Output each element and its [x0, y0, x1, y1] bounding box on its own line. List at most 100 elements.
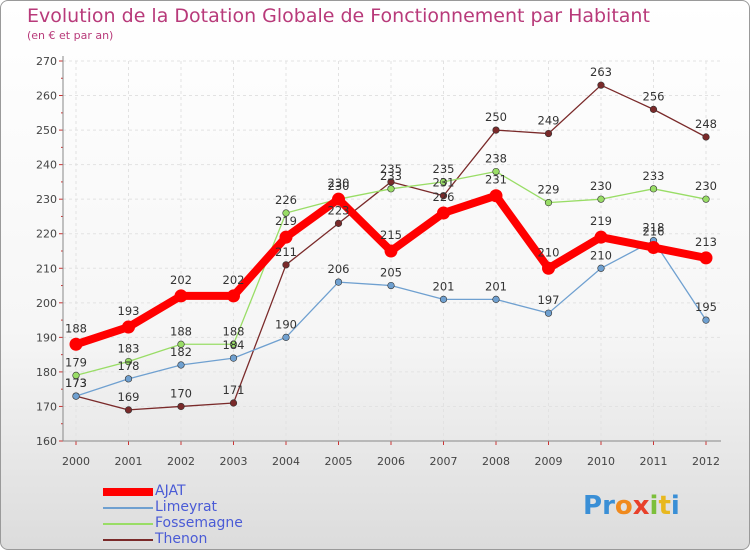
data-label-thenon-2006: 235: [380, 162, 402, 176]
data-label-thenon-2011: 256: [643, 89, 665, 103]
data-label-limeyrat-2004: 190: [275, 317, 297, 331]
data-label-thenon-2008: 250: [485, 110, 507, 124]
point-ajat-2000: [69, 337, 83, 351]
point-thenon-2011: [649, 105, 658, 113]
point-fossemagne-2010: [597, 195, 605, 203]
legend-label-limeyrat: Limeyrat: [155, 499, 218, 515]
data-label-ajat-2005: 230: [328, 176, 350, 190]
data-label-ajat-2000: 188: [65, 321, 87, 335]
data-label-thenon-2002: 170: [170, 386, 192, 400]
point-limeyrat-2007: [439, 295, 448, 303]
data-label-limeyrat-2011: 218: [643, 221, 665, 235]
point-limeyrat-2001: [124, 375, 133, 383]
data-label-thenon-2004: 211: [275, 245, 297, 259]
x-tick-label-2008: 2008: [482, 455, 510, 468]
data-label-fossemagne-2005: 230: [328, 179, 350, 193]
data-label-fossemagne-2008: 238: [485, 152, 507, 166]
x-tick-label-2000: 2000: [62, 455, 90, 468]
point-ajat-2002: [174, 289, 188, 303]
point-thenon-2008: [492, 126, 500, 134]
point-fossemagne-2004: [282, 209, 290, 217]
point-thenon-2002: [177, 402, 185, 411]
data-label-thenon-2009: 249: [538, 114, 560, 128]
data-label-ajat-2001: 193: [118, 304, 140, 318]
logo-letter: x: [632, 491, 650, 521]
y-tick-label-260: 260: [36, 90, 57, 103]
data-label-thenon-2001: 169: [118, 390, 140, 404]
data-label-ajat-2008: 231: [485, 173, 507, 187]
chart-title: Evolution de la Dotation Globale de Fonc…: [27, 5, 650, 27]
data-label-limeyrat-2012: 195: [695, 300, 717, 314]
point-limeyrat-2009: [544, 309, 553, 317]
chart-subtitle: (en € et par an): [27, 29, 114, 42]
x-tick-label-2007: 2007: [430, 455, 458, 468]
x-tick-label-2004: 2004: [272, 455, 300, 468]
y-tick-label-200: 200: [36, 297, 57, 310]
point-ajat-2005: [332, 192, 345, 206]
data-label-thenon-2012: 248: [695, 117, 717, 131]
point-thenon-2007: [439, 192, 448, 200]
data-label-fossemagne-2006: 233: [380, 169, 402, 183]
point-fossemagne-2000: [72, 371, 80, 379]
point-limeyrat-2006: [387, 281, 395, 290]
x-tick-label-2011: 2011: [640, 455, 668, 468]
logo-letter: i: [670, 491, 680, 521]
point-ajat-2003: [227, 289, 240, 303]
y-tick-label-240: 240: [36, 159, 57, 172]
series-line-limeyrat: [75, 239, 707, 397]
y-tick-label-180: 180: [36, 366, 57, 379]
point-fossemagne-2012: [702, 195, 710, 203]
point-thenon-2006: [387, 178, 395, 186]
logo-letter: P: [583, 491, 603, 521]
point-thenon-2005: [334, 219, 343, 227]
data-label-ajat-2004: 219: [275, 214, 297, 228]
point-limeyrat-2010: [597, 264, 605, 272]
legend-swatch-fossemagne: [103, 523, 153, 525]
axes: 160 170 180 190 200 210 220 230 240 250 260 270 2000…: [36, 55, 721, 468]
data-label-thenon-2003: 171: [223, 383, 245, 397]
point-thenon-2009: [544, 129, 553, 138]
data-label-limeyrat-2009: 197: [538, 293, 560, 307]
data-label-fossemagne-2001: 183: [118, 342, 140, 356]
data-label-fossemagne-2000: 179: [65, 355, 87, 369]
point-ajat-2010: [594, 230, 608, 244]
data-label-fossemagne-2004: 226: [275, 193, 297, 207]
point-thenon-2004: [282, 261, 290, 269]
point-fossemagne-2003: [229, 340, 238, 348]
point-ajat-2008: [489, 189, 503, 203]
data-label-ajat-2010: 219: [590, 214, 612, 228]
legend-label-fossemagne: Fossemagne: [155, 515, 243, 531]
point-limeyrat-2008: [492, 295, 500, 303]
data-label-limeyrat-2005: 206: [328, 262, 350, 276]
legend-label-thenon: Thenon: [155, 531, 208, 547]
data-label-thenon-2010: 263: [590, 65, 612, 79]
point-limeyrat-2004: [282, 333, 290, 341]
data-label-limeyrat-2007: 201: [433, 279, 455, 293]
point-ajat-2007: [437, 206, 450, 220]
point-limeyrat-2012: [702, 316, 710, 324]
x-tick-label-2009: 2009: [535, 455, 563, 468]
point-limeyrat-2002: [177, 361, 185, 369]
point-fossemagne-2008: [492, 167, 500, 176]
point-fossemagne-2007: [439, 178, 448, 186]
point-fossemagne-2011: [649, 185, 658, 193]
point-fossemagne-2009: [544, 199, 553, 207]
logo-letter: i: [649, 491, 659, 521]
data-label-limeyrat-2002: 182: [170, 345, 192, 359]
data-label-fossemagne-2011: 233: [643, 169, 665, 183]
data-label-limeyrat-2010: 210: [590, 248, 612, 262]
point-ajat-2001: [122, 320, 135, 334]
y-tick-label-220: 220: [36, 228, 57, 241]
data-label-fossemagne-2003: 188: [223, 324, 245, 338]
data-label-ajat-2011: 216: [643, 225, 665, 239]
data-label-limeyrat-2008: 201: [485, 279, 507, 293]
x-tick-label-2005: 2005: [325, 455, 353, 468]
data-label-limeyrat-2000: 173: [65, 376, 87, 390]
data-label-limeyrat-2006: 205: [380, 266, 402, 280]
x-tick-label-2010: 2010: [587, 455, 615, 468]
x-tick-label-2006: 2006: [377, 455, 405, 468]
y-tick-label-190: 190: [36, 331, 57, 344]
